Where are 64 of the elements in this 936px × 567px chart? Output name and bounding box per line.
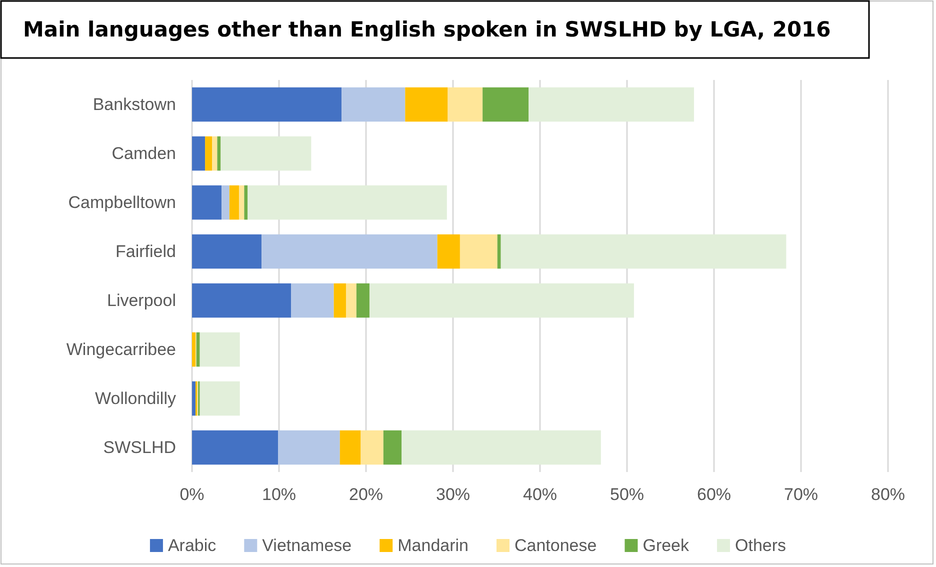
legend-label: Vietnamese — [262, 536, 352, 555]
y-tick-label: Camden — [112, 144, 176, 163]
bar — [212, 136, 218, 171]
y-tick-label: SWSLHD — [103, 438, 176, 457]
bar — [291, 283, 334, 318]
y-tick-label: Wollondilly — [95, 389, 176, 408]
bar — [369, 283, 634, 318]
x-tick-label: 50% — [610, 485, 644, 504]
bar — [192, 185, 222, 220]
y-tick-label: Fairfield — [116, 242, 176, 261]
legend-label: Mandarin — [398, 536, 468, 555]
x-tick-label: 0% — [180, 485, 204, 504]
x-tick-label: 60% — [696, 485, 732, 504]
bar — [229, 185, 239, 220]
bar — [482, 87, 529, 122]
bar — [192, 234, 262, 269]
x-tick-label: 40% — [522, 485, 558, 504]
bar — [497, 234, 501, 269]
bar — [448, 87, 483, 122]
bar — [383, 430, 402, 465]
bar — [405, 87, 448, 122]
bar — [340, 430, 361, 465]
x-tick-label: 70% — [784, 485, 818, 504]
y-tick-label: Campbelltown — [68, 193, 176, 212]
bar — [342, 87, 406, 122]
bar — [248, 185, 447, 220]
bar — [360, 430, 384, 465]
y-tick-label: Wingecarribee — [66, 340, 176, 359]
legend-label: Greek — [642, 536, 690, 555]
bar — [200, 332, 240, 367]
bar — [334, 283, 346, 318]
bar — [262, 234, 438, 269]
bar — [346, 283, 356, 318]
bar — [278, 430, 340, 465]
bar — [192, 283, 292, 318]
bar — [205, 136, 212, 171]
chart-title: Main languages other than English spoken in SWSLHD by LGA, 2016 — [23, 18, 831, 42]
bar — [192, 381, 196, 416]
bar — [200, 381, 240, 416]
bar — [217, 136, 221, 171]
bar — [192, 430, 278, 465]
y-tick-label: Liverpool — [107, 291, 176, 310]
bar — [192, 332, 196, 367]
legend-label: Arabic — [168, 536, 217, 555]
x-tick-label: 80% — [870, 485, 906, 504]
x-tick-label: 30% — [436, 485, 470, 504]
legend-label: Cantonese — [514, 536, 597, 555]
x-tick-label: 10% — [262, 485, 296, 504]
bar — [222, 185, 230, 220]
bar — [356, 283, 370, 318]
bar — [220, 136, 312, 171]
bar — [238, 185, 244, 220]
bar — [460, 234, 498, 269]
bar — [500, 234, 786, 269]
bar — [437, 234, 460, 269]
y-tick-label: Bankstown — [92, 95, 176, 114]
bar — [528, 87, 694, 122]
x-tick-label: 20% — [348, 485, 384, 504]
bar — [244, 185, 248, 220]
bar — [196, 332, 200, 367]
bar — [192, 87, 342, 122]
bar — [402, 430, 601, 465]
bar — [192, 136, 206, 171]
legend-label: Others — [735, 536, 786, 555]
